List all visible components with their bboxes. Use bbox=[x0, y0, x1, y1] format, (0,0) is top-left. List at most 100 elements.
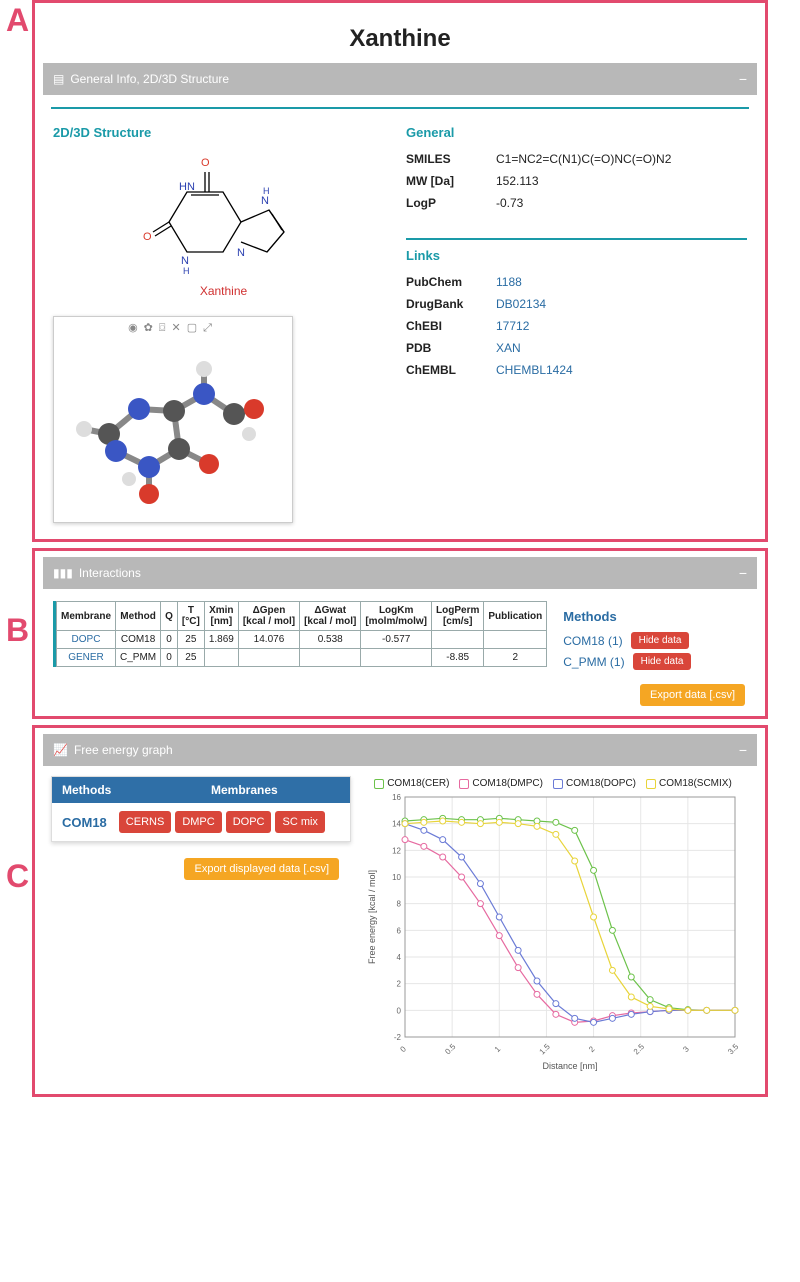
svg-text:O: O bbox=[143, 231, 152, 243]
link-key: PubChem bbox=[406, 275, 496, 289]
links-rows: PubChem1188DrugBankDB02134ChEBI17712PDBX… bbox=[406, 271, 747, 381]
svg-text:0.5: 0.5 bbox=[443, 1042, 458, 1057]
collapse-icon[interactable]: − bbox=[739, 71, 747, 87]
table-row: GENERC_PMM025-8.852 bbox=[57, 649, 547, 667]
table-cell: COM18 bbox=[116, 631, 161, 649]
method-link[interactable]: C_PMM (1) bbox=[563, 655, 624, 669]
expand-icon[interactable]: ⤢ bbox=[203, 322, 218, 334]
svg-text:6: 6 bbox=[397, 926, 402, 935]
collapse-icon[interactable]: − bbox=[739, 742, 747, 758]
square-icon[interactable]: ▢ bbox=[187, 322, 203, 334]
kv-row: MW [Da]152.113 bbox=[406, 170, 747, 192]
section-general-bar[interactable]: ▤ General Info, 2D/3D Structure − bbox=[43, 63, 757, 95]
collapse-icon[interactable]: − bbox=[739, 565, 747, 581]
kv-row: LogP-0.73 bbox=[406, 192, 747, 214]
external-link[interactable]: 1188 bbox=[496, 275, 747, 289]
table-cell[interactable]: DOPC bbox=[57, 631, 116, 649]
membrane-pill[interactable]: DMPC bbox=[175, 811, 221, 833]
divider bbox=[406, 238, 747, 240]
membrane-pill[interactable]: SC mix bbox=[275, 811, 324, 833]
links-heading: Links bbox=[406, 248, 747, 263]
general-rows: SMILESC1=NC2=C(N1)C(=O)NC(=O)N2MW [Da]15… bbox=[406, 148, 747, 214]
gear-icon[interactable]: ✿ bbox=[144, 322, 159, 334]
membrane-pill[interactable]: DOPC bbox=[226, 811, 272, 833]
viewer-3d-canvas[interactable] bbox=[54, 339, 292, 519]
panel-c: 📈 Free energy graph − Methods Membranes … bbox=[32, 725, 768, 1097]
table-header: Q bbox=[161, 602, 178, 631]
bars-icon: ▮▮▮ bbox=[53, 566, 73, 580]
link-key: DrugBank bbox=[406, 297, 496, 311]
chart-legend: COM18(CER)COM18(DMPC)COM18(DOPC)COM18(SC… bbox=[363, 776, 743, 791]
svg-text:N: N bbox=[261, 195, 269, 207]
external-link[interactable]: CHEMBL1424 bbox=[496, 363, 747, 377]
table-header: LogKm[molm/molw] bbox=[361, 602, 432, 631]
head-methods: Methods bbox=[52, 777, 201, 803]
legend-item: COM18(CER) bbox=[374, 778, 449, 789]
methods-heading: Methods bbox=[563, 609, 691, 624]
methods-list: Methods COM18 (1) Hide data C_PMM (1) Hide … bbox=[563, 601, 691, 674]
tools-icon[interactable]: ✕ bbox=[172, 322, 187, 334]
svg-text:12: 12 bbox=[392, 846, 401, 855]
link-row: ChEMBLCHEMBL1424 bbox=[406, 359, 747, 381]
export-displayed-button[interactable]: Export displayed data [.csv] bbox=[184, 858, 339, 880]
svg-text:2: 2 bbox=[397, 980, 402, 989]
section-interactions-bar[interactable]: ▮▮▮ Interactions − bbox=[43, 557, 757, 589]
legend-item: COM18(DMPC) bbox=[459, 778, 543, 789]
table-cell bbox=[432, 631, 484, 649]
method-link[interactable]: COM18 (1) bbox=[563, 634, 622, 648]
table-cell: -0.577 bbox=[361, 631, 432, 649]
link-key: ChEMBL bbox=[406, 363, 496, 377]
table-header: T[°C] bbox=[177, 602, 204, 631]
kv-value: -0.73 bbox=[496, 196, 747, 210]
table-cell: -8.85 bbox=[432, 649, 484, 667]
svg-text:16: 16 bbox=[392, 793, 401, 802]
legend-item: COM18(DOPC) bbox=[553, 778, 636, 789]
svg-text:8: 8 bbox=[397, 900, 402, 909]
external-link[interactable]: XAN bbox=[496, 341, 747, 355]
svg-text:10: 10 bbox=[392, 873, 401, 882]
camera-icon[interactable]: ⌼ bbox=[159, 322, 172, 334]
kv-value: 152.113 bbox=[496, 174, 747, 188]
svg-text:N: N bbox=[237, 247, 245, 259]
hide-data-button[interactable]: Hide data bbox=[631, 632, 690, 649]
table-row: DOPCCOM180251.86914.0760.538-0.577 bbox=[57, 631, 547, 649]
viewer-toolbar[interactable]: ◉✿⌼✕▢⤢ bbox=[54, 317, 292, 339]
table-header: Method bbox=[116, 602, 161, 631]
svg-text:H: H bbox=[263, 186, 270, 196]
table-cell bbox=[361, 649, 432, 667]
panel-c-label: C bbox=[6, 858, 29, 895]
method-line: C_PMM (1) Hide data bbox=[563, 653, 691, 670]
table-cell bbox=[484, 631, 547, 649]
interactions-table: MembraneMethodQT[°C]Xmin[nm]ΔGpen[kcal /… bbox=[56, 601, 547, 667]
link-row: PubChem1188 bbox=[406, 271, 747, 293]
panel-a: Xanthine ▤ General Info, 2D/3D Structure… bbox=[32, 0, 768, 542]
divider bbox=[51, 107, 749, 109]
viewer-3d[interactable]: ◉✿⌼✕▢⤢ bbox=[53, 316, 293, 523]
external-link[interactable]: 17712 bbox=[496, 319, 747, 333]
table-cell: 0 bbox=[161, 631, 178, 649]
panel-b: ▮▮▮ Interactions − MembraneMethodQT[°C]X… bbox=[32, 548, 768, 719]
svg-text:Distance [nm]: Distance [nm] bbox=[542, 1061, 597, 1071]
structure-caption: Xanthine bbox=[53, 284, 394, 298]
svg-text:Free energy [kcal / mol]: Free energy [kcal / mol] bbox=[367, 870, 377, 964]
export-csv-button[interactable]: Export data [.csv] bbox=[640, 684, 745, 706]
section-general-title: General Info, 2D/3D Structure bbox=[70, 72, 229, 86]
eye-icon[interactable]: ◉ bbox=[128, 322, 144, 334]
svg-text:0: 0 bbox=[397, 1006, 402, 1015]
membrane-pill[interactable]: CERNS bbox=[119, 811, 172, 833]
section-graph-bar[interactable]: 📈 Free energy graph − bbox=[43, 734, 757, 766]
table-cell: 25 bbox=[177, 631, 204, 649]
table-header: Publication bbox=[484, 602, 547, 631]
head-membranes: Membranes bbox=[201, 777, 350, 803]
method-link[interactable]: COM18 bbox=[58, 815, 115, 830]
kv-key: LogP bbox=[406, 196, 496, 210]
svg-text:HN: HN bbox=[179, 181, 195, 193]
table-cell[interactable]: GENER bbox=[57, 649, 116, 667]
link-key: ChEBI bbox=[406, 319, 496, 333]
table-cell: C_PMM bbox=[116, 649, 161, 667]
external-link[interactable]: DB02134 bbox=[496, 297, 747, 311]
table-header: Xmin[nm] bbox=[204, 602, 238, 631]
svg-text:1.5: 1.5 bbox=[538, 1042, 553, 1057]
section-graph-title: Free energy graph bbox=[74, 743, 173, 757]
hide-data-button[interactable]: Hide data bbox=[633, 653, 692, 670]
